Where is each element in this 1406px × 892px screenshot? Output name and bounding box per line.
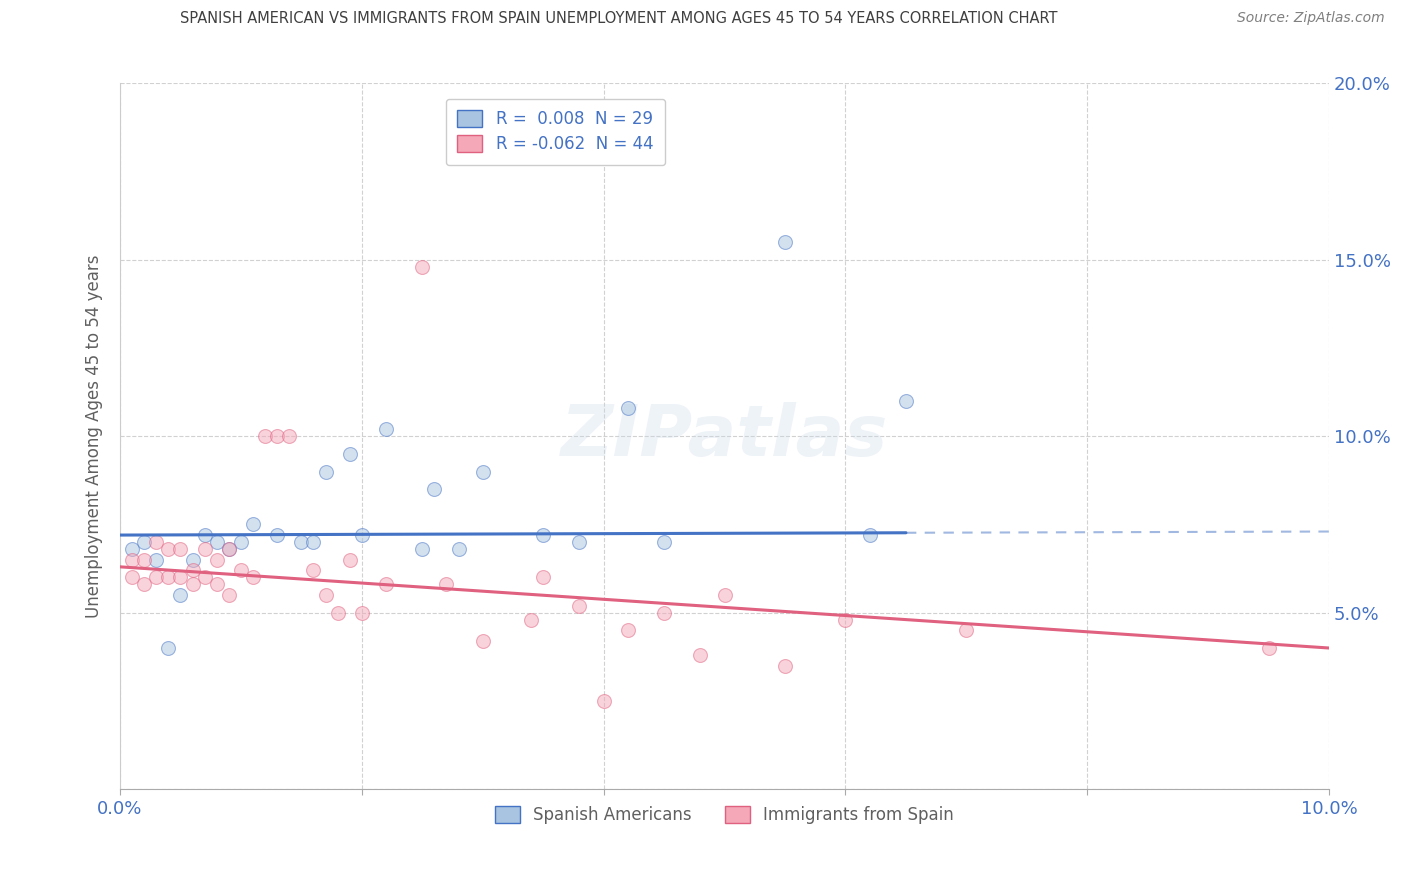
Point [121, 553, 143, 567]
Point [411, 260, 433, 274]
Point [181, 553, 204, 567]
Point [242, 570, 264, 584]
Point [145, 535, 167, 549]
Point [194, 542, 217, 557]
Point [713, 588, 735, 602]
Point [205, 577, 228, 591]
Point [145, 570, 167, 584]
Point [471, 465, 494, 479]
Point [205, 535, 228, 549]
Point [375, 577, 398, 591]
Point [568, 599, 591, 613]
Point [242, 517, 264, 532]
Point [859, 528, 882, 542]
Point [205, 553, 228, 567]
Text: ZIPatlas: ZIPatlas [561, 401, 889, 471]
Point [350, 606, 373, 620]
Point [229, 563, 252, 577]
Point [617, 401, 640, 415]
Point [134, 553, 156, 567]
Point [218, 588, 240, 602]
Point [652, 535, 675, 549]
Point [181, 563, 204, 577]
Point [157, 570, 180, 584]
Point [652, 606, 675, 620]
Point [447, 542, 470, 557]
Point [218, 542, 240, 557]
Point [1257, 640, 1279, 655]
Point [894, 393, 917, 408]
Point [326, 606, 349, 620]
Point [955, 624, 977, 638]
Point [266, 528, 288, 542]
Y-axis label: Unemployment Among Ages 45 to 54 years: Unemployment Among Ages 45 to 54 years [86, 254, 103, 618]
Legend: Spanish Americans, Immigrants from Spain: Spanish Americans, Immigrants from Spain [485, 796, 965, 834]
Point [121, 542, 143, 557]
Point [617, 624, 640, 638]
Point [436, 577, 458, 591]
Point [315, 465, 337, 479]
Point [134, 577, 156, 591]
Point [302, 535, 325, 549]
Point [194, 528, 217, 542]
Point [254, 429, 277, 443]
Point [773, 235, 796, 249]
Point [411, 542, 433, 557]
Point [375, 422, 398, 436]
Point [181, 577, 204, 591]
Point [568, 535, 591, 549]
Point [531, 528, 554, 542]
Point [169, 542, 191, 557]
Point [157, 542, 180, 557]
Text: SPANISH AMERICAN VS IMMIGRANTS FROM SPAIN UNEMPLOYMENT AMONG AGES 45 TO 54 YEARS: SPANISH AMERICAN VS IMMIGRANTS FROM SPAI… [180, 11, 1057, 26]
Point [339, 447, 361, 461]
Point [520, 613, 543, 627]
Point [194, 570, 217, 584]
Point [531, 570, 554, 584]
Point [278, 429, 301, 443]
Point [218, 542, 240, 557]
Point [350, 528, 373, 542]
Point [773, 658, 796, 673]
Point [592, 694, 614, 708]
Point [834, 613, 856, 627]
Point [169, 570, 191, 584]
Point [169, 588, 191, 602]
Point [315, 588, 337, 602]
Point [290, 535, 312, 549]
Point [423, 482, 446, 496]
Point [302, 563, 325, 577]
Point [134, 535, 156, 549]
Text: Source: ZipAtlas.com: Source: ZipAtlas.com [1237, 11, 1385, 25]
Point [121, 570, 143, 584]
Point [266, 429, 288, 443]
Point [145, 553, 167, 567]
Point [157, 640, 180, 655]
Point [471, 634, 494, 648]
Point [339, 553, 361, 567]
Point [229, 535, 252, 549]
Point [689, 648, 711, 662]
